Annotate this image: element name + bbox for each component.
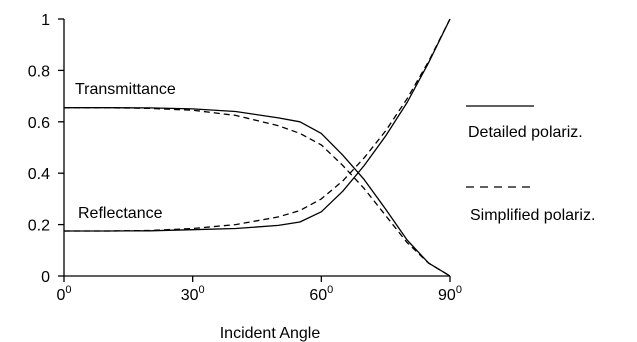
- reflectance-solid-line: [64, 18, 451, 232]
- transmittance-solid-line: [64, 107, 451, 277]
- x-tick-label: 00: [56, 284, 71, 304]
- reflectance-dashed-line: [64, 18, 451, 232]
- legend: Detailed polariz. Simplified polariz.: [466, 105, 595, 224]
- transmittance-annotation: Transmittance: [75, 81, 176, 98]
- reflectance-annotation: Reflectance: [78, 205, 163, 222]
- y-tick-label: 0.4: [28, 166, 50, 183]
- x-tick-label: 300: [181, 284, 205, 304]
- y-tick-label: 0.6: [28, 115, 50, 132]
- transmittance-dashed-line: [64, 107, 451, 277]
- x-axis-ticks: 00 300 600 900: [56, 276, 462, 304]
- axes: [63, 19, 450, 277]
- legend-label-simplified: Simplified polariz.: [470, 207, 595, 224]
- series-group: [64, 18, 451, 277]
- y-tick-label: 0.8: [28, 63, 50, 80]
- y-tick-label: 0: [41, 269, 50, 286]
- y-tick-label: 0.2: [28, 218, 50, 235]
- x-axis-label: Incident Angle: [220, 325, 321, 342]
- y-tick-label: 1: [41, 12, 50, 29]
- x-tick-label: 900: [438, 284, 462, 304]
- legend-label-detailed: Detailed polariz.: [468, 124, 583, 141]
- y-axis-ticks: 0 0.2 0.4 0.6 0.8 1: [28, 12, 64, 286]
- x-tick-label: 600: [309, 284, 333, 304]
